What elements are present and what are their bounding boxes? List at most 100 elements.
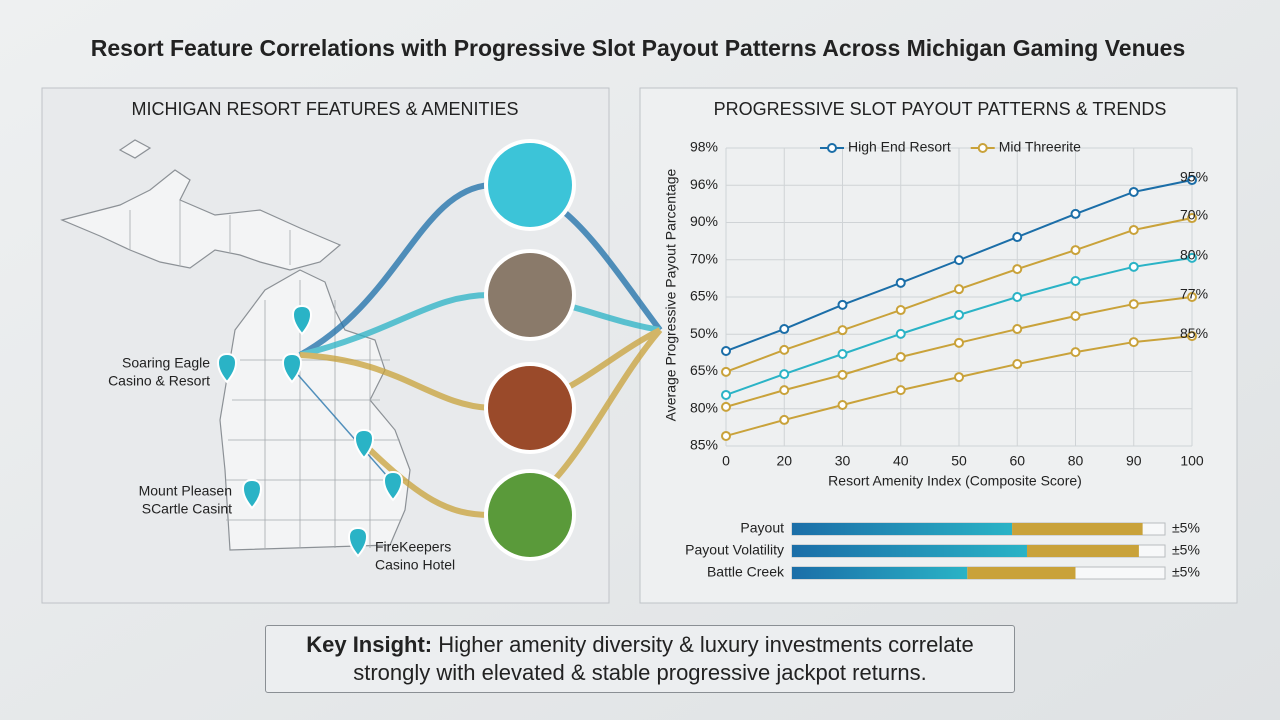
amenity-icons: [484, 139, 576, 561]
point: [1070, 245, 1081, 256]
location-label: Casino Hotel: [375, 557, 455, 573]
x-tick-label: 40: [893, 453, 909, 469]
point: [895, 351, 906, 362]
point: [954, 309, 964, 320]
bar-range-label: ±5%: [1172, 542, 1200, 558]
point: [1128, 186, 1139, 197]
pin: [292, 304, 312, 336]
point: [779, 369, 790, 380]
point: [895, 328, 906, 339]
x-tick-label: 20: [776, 453, 792, 469]
pin: [348, 526, 368, 558]
x-tick-label: 60: [1009, 453, 1025, 469]
point: [1012, 292, 1023, 302]
legend-label: High End Resort: [848, 139, 951, 155]
y-tick-label: 80%: [690, 399, 718, 415]
dining-icon: [484, 362, 576, 454]
point: [1187, 292, 1197, 302]
point: [954, 255, 964, 266]
point: [837, 325, 848, 336]
pin: [242, 478, 262, 510]
point: [1070, 275, 1081, 286]
point: [721, 389, 731, 400]
x-axis-title: Resort Amenity Index (Composite Score): [828, 473, 1082, 489]
y-tick-label: 98%: [690, 139, 718, 155]
point: [779, 414, 790, 425]
route-line: [291, 367, 396, 486]
point: [1187, 175, 1197, 186]
pins: [217, 304, 403, 558]
point: [1070, 347, 1081, 358]
point: [954, 284, 964, 295]
point: [1187, 213, 1197, 224]
point: [895, 277, 906, 288]
y-tick-label: 85%: [690, 437, 718, 453]
bar-range-label: ±5%: [1172, 564, 1200, 580]
location-label: Casino & Resort: [108, 373, 210, 389]
golf-icon: [484, 469, 576, 561]
location-label: Mount Pleasen: [139, 483, 232, 499]
point: [1128, 261, 1139, 272]
bar-label: Battle Creek: [707, 564, 785, 580]
point: [779, 324, 790, 335]
michigan-map: [60, 139, 411, 551]
bar-range-label: ±5%: [1172, 520, 1200, 536]
pin: [354, 428, 374, 460]
point: [895, 385, 906, 396]
point: [1012, 232, 1023, 243]
point: [1012, 359, 1023, 370]
point: [721, 401, 731, 412]
key-insight: Key Insight: Higher amenity diversity & …: [265, 625, 1015, 693]
point: [837, 348, 848, 359]
pin: [217, 352, 237, 384]
point: [954, 337, 964, 348]
end-label: 70%: [1180, 207, 1208, 223]
x-tick-label: 90: [1126, 453, 1142, 469]
bar-segment: [1012, 523, 1143, 535]
end-label: 95%: [1180, 169, 1208, 185]
pool-icon: [484, 139, 576, 231]
y-tick-label: 65%: [690, 362, 718, 378]
end-label: 85%: [1180, 325, 1208, 341]
y-tick-label: 70%: [690, 250, 718, 266]
point: [721, 430, 731, 441]
point: [1187, 252, 1197, 263]
bar-label: Payout Volatility: [685, 542, 784, 558]
point: [1187, 331, 1197, 342]
legend-label: Mid Threerite: [999, 139, 1081, 155]
point: [1128, 224, 1139, 235]
point: [779, 385, 790, 396]
insight-text: Higher amenity diversity & luxury invest…: [353, 632, 974, 685]
insight-lead: Key Insight:: [306, 632, 433, 657]
point: [895, 305, 906, 316]
upper-peninsula: [60, 169, 342, 271]
point: [1128, 299, 1139, 310]
pin: [282, 352, 302, 384]
legend-marker: [827, 143, 837, 153]
x-tick-label: 30: [835, 453, 851, 469]
end-label: 77%: [1180, 286, 1208, 302]
point: [954, 372, 964, 383]
x-tick-label: 80: [1068, 453, 1084, 469]
point: [721, 346, 731, 357]
bar-segment: [792, 567, 968, 579]
y-tick-label: 96%: [690, 176, 718, 192]
location-label: SCartle Casint: [142, 501, 232, 517]
point: [837, 299, 848, 310]
point: [1070, 310, 1081, 321]
chart-title: PROGRESSIVE SLOT PAYOUT PATTERNS & TREND…: [714, 99, 1167, 119]
left-panel-title: MICHIGAN RESORT FEATURES & AMENITIES: [131, 99, 518, 119]
y-axis-title: Average Progressive Payout Parcentage: [663, 168, 679, 421]
location-label: FireKeepers: [375, 539, 451, 555]
point: [779, 344, 790, 355]
end-label: 80%: [1180, 247, 1208, 263]
bar-segment: [792, 545, 1027, 557]
bar-segment: [1026, 545, 1139, 557]
point: [1070, 208, 1081, 219]
x-tick-label: 100: [1180, 453, 1204, 469]
bar-segment: [792, 523, 1013, 535]
y-tick-label: 65%: [690, 288, 718, 304]
y-tick-label: 90%: [690, 213, 718, 229]
